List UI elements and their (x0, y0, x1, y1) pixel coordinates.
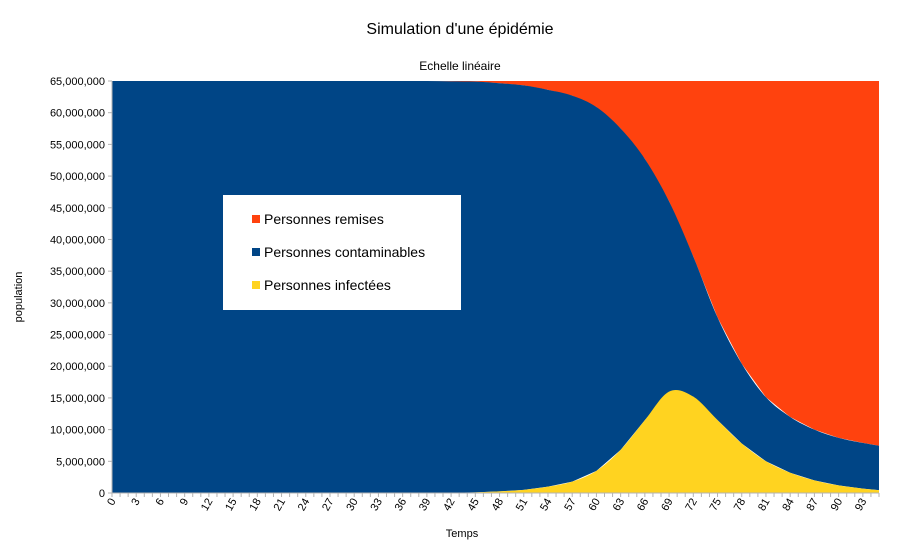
legend-swatch (252, 281, 260, 289)
y-tick-label: 10,000,000 (50, 425, 105, 437)
y-tick-label: 60,000,000 (50, 108, 105, 120)
y-tick-label: 50,000,000 (50, 171, 105, 183)
x-tick-label: 90 (829, 497, 846, 514)
y-tick-label: 30,000,000 (50, 298, 105, 310)
x-tick-label: 18 (247, 497, 264, 514)
x-tick-label: 75 (708, 497, 725, 514)
x-tick-label: 9 (178, 497, 191, 508)
y-tick-label: 55,000,000 (50, 139, 105, 151)
x-tick-label: 24 (296, 497, 313, 514)
x-tick-label: 33 (369, 497, 386, 514)
y-tick-label: 5,000,000 (56, 456, 105, 468)
x-tick-label: 48 (490, 497, 507, 514)
x-tick-label: 21 (272, 497, 289, 514)
y-axis: 0 5,000,000 10,000,000 15,000,000 20,000,000… (50, 76, 113, 500)
x-tick-label: 36 (393, 497, 410, 514)
y-tick-label: 35,000,000 (50, 266, 105, 278)
y-tick-label: 40,000,000 (50, 234, 105, 246)
area-personnes-remises (112, 81, 879, 446)
x-tick-label: 63 (611, 497, 628, 514)
x-tick-label: 72 (683, 497, 700, 514)
legend-label: Personnes contaminables (264, 244, 425, 260)
x-tick-label: 27 (320, 497, 337, 514)
y-axis-title: population (13, 272, 25, 323)
x-tick-label: 3 (129, 497, 142, 508)
area-personnes-infectees (112, 390, 879, 494)
x-axis: 0 3 6 9 12 15 18 21 24 27 30 33 36 39 42 45 48 51 54 57 60 63… (105, 492, 880, 514)
x-tick-label: 87 (804, 497, 821, 514)
y-tick-label: 0 (99, 488, 105, 500)
y-tick-label: 45,000,000 (50, 203, 105, 215)
legend-label: Personnes remises (264, 211, 384, 227)
x-tick-label: 30 (344, 497, 361, 514)
area-personnes-contaminables (112, 80, 879, 493)
legend: Personnes remises Personnes contaminables… (223, 195, 461, 310)
legend-swatch (252, 215, 260, 223)
x-tick-label: 66 (635, 497, 652, 514)
x-tick-label: 93 (853, 497, 870, 514)
y-tick-label: 25,000,000 (50, 330, 105, 342)
x-tick-label: 42 (441, 497, 458, 514)
x-tick-label: 39 (417, 497, 434, 514)
legend-box (223, 195, 461, 310)
y-tick-label: 65,000,000 (50, 76, 105, 88)
x-tick-label: 0 (105, 497, 118, 508)
x-axis-title: Temps (446, 528, 479, 540)
x-tick-label: 15 (223, 497, 240, 514)
x-tick-label: 84 (780, 497, 797, 514)
x-tick-label: 78 (732, 497, 749, 514)
x-tick-label: 12 (199, 497, 216, 514)
x-tick-label: 54 (538, 497, 555, 514)
chart-title: Simulation d'une épidémie (366, 21, 553, 38)
plot-area (112, 80, 879, 494)
legend-swatch (252, 248, 260, 256)
y-tick-label: 15,000,000 (50, 393, 105, 405)
x-tick-label: 6 (154, 497, 167, 508)
x-tick-label: 51 (514, 497, 531, 514)
legend-label: Personnes infectées (264, 277, 391, 293)
x-tick-label: 57 (562, 497, 579, 514)
x-tick-label: 81 (756, 497, 773, 514)
x-tick-label: 45 (465, 497, 482, 514)
x-tick-label: 69 (659, 497, 676, 514)
chart-subtitle: Echelle linéaire (419, 59, 501, 73)
y-tick-label: 20,000,000 (50, 361, 105, 373)
x-tick-label: 60 (587, 497, 604, 514)
